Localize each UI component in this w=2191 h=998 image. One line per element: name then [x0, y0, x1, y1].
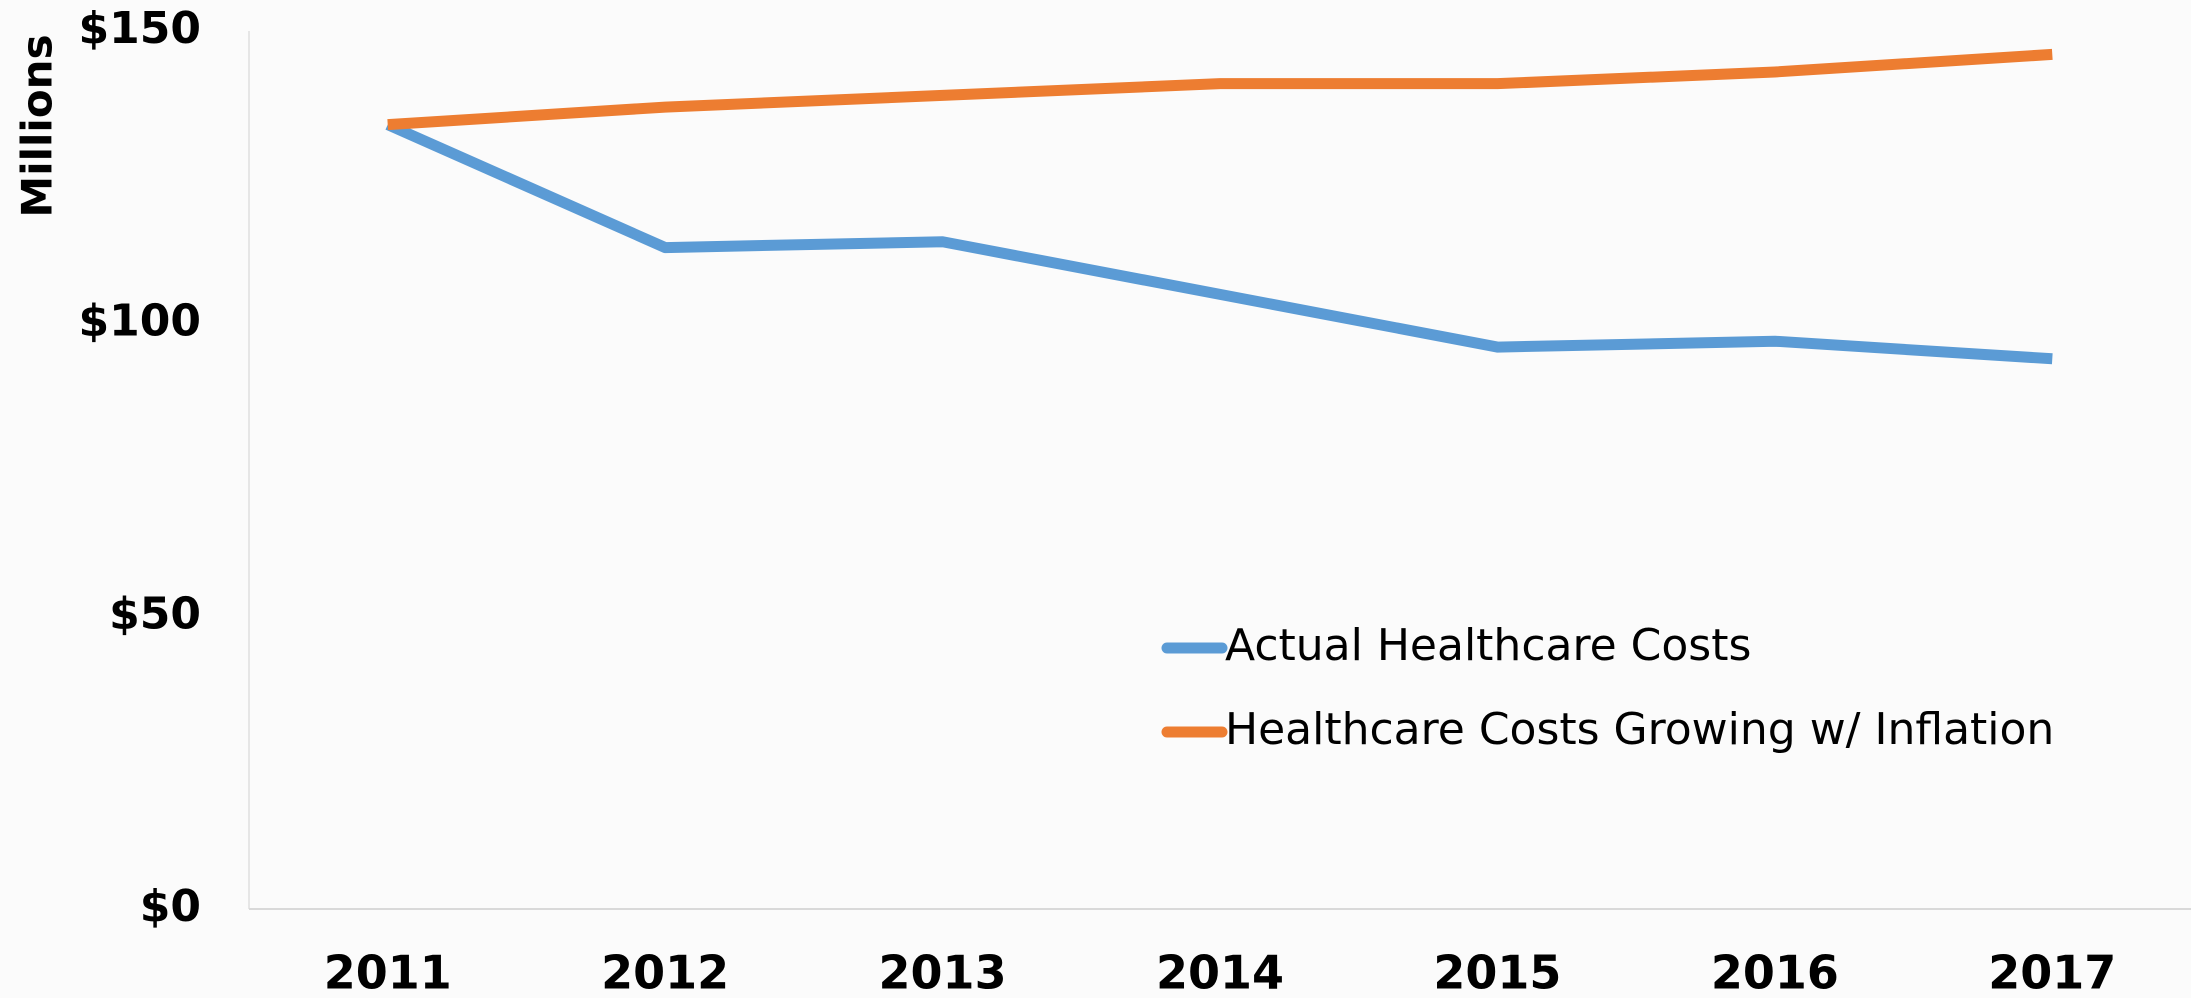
series-line: [387, 48, 2053, 131]
x-tick-label: 2014: [1156, 946, 1284, 998]
y-tick-label: $100: [79, 296, 201, 347]
x-tick-label: 2013: [879, 946, 1007, 998]
legend-label: Actual Healthcare Costs: [1225, 620, 1751, 671]
series-line: [385, 119, 2053, 365]
x-tick-label: 2017: [1988, 946, 2116, 998]
x-tick-label: 2016: [1711, 946, 1839, 998]
x-tick-label: 2015: [1433, 946, 1561, 998]
x-tick-label: 2012: [601, 946, 729, 998]
y-tick-label: $150: [79, 3, 201, 54]
y-axis-label: Millions: [13, 34, 62, 217]
legend-label: Healthcare Costs Growing w/ Inflation: [1225, 704, 2054, 755]
y-tick-label: $0: [140, 881, 201, 932]
x-tick-label: 2011: [324, 946, 452, 998]
y-tick-label: $50: [109, 588, 201, 639]
